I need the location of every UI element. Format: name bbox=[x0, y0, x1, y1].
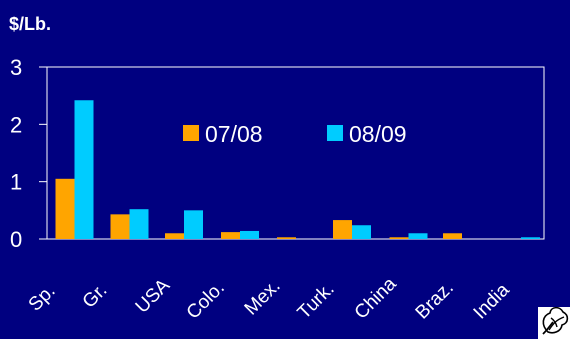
bar-colo-07-08 bbox=[221, 232, 240, 239]
bar-series bbox=[55, 100, 540, 240]
y-tick-label-3: 3 bbox=[10, 55, 22, 80]
bar-gr-07-08 bbox=[110, 214, 130, 239]
bar-sp-08-09 bbox=[74, 100, 94, 240]
y-axis-label: $/Lb. bbox=[9, 14, 51, 34]
bar-gr-08-09 bbox=[129, 209, 149, 239]
y-tick-label-2: 2 bbox=[10, 112, 22, 137]
legend-label-07-08: 07/08 bbox=[205, 121, 263, 147]
bar-turk-08-09 bbox=[352, 225, 371, 239]
bar-india-08-09 bbox=[521, 237, 540, 239]
bar-china-08-09 bbox=[408, 233, 428, 239]
legend-swatch-07-08 bbox=[183, 125, 199, 141]
y-tick-label-1: 1 bbox=[10, 170, 22, 195]
legend-label-08-09: 08/09 bbox=[349, 121, 407, 147]
bar-colo-08-09 bbox=[240, 230, 259, 239]
bar-mex-07-08 bbox=[277, 237, 296, 239]
bar-usa-07-08 bbox=[165, 233, 184, 239]
legend: 07/08 08/09 bbox=[183, 121, 407, 147]
bar-turk-07-08 bbox=[333, 220, 352, 239]
bar-usa-08-09 bbox=[184, 210, 203, 239]
cotton-boll-icon bbox=[538, 306, 570, 339]
bar-braz-07-08 bbox=[443, 233, 462, 239]
y-axis-ticks: 0 1 2 3 bbox=[10, 55, 47, 252]
y-tick-label-0: 0 bbox=[10, 227, 22, 252]
legend-swatch-08-09 bbox=[327, 125, 343, 141]
bar-china-07-08 bbox=[389, 237, 409, 239]
bar-sp-07-08 bbox=[55, 178, 75, 239]
